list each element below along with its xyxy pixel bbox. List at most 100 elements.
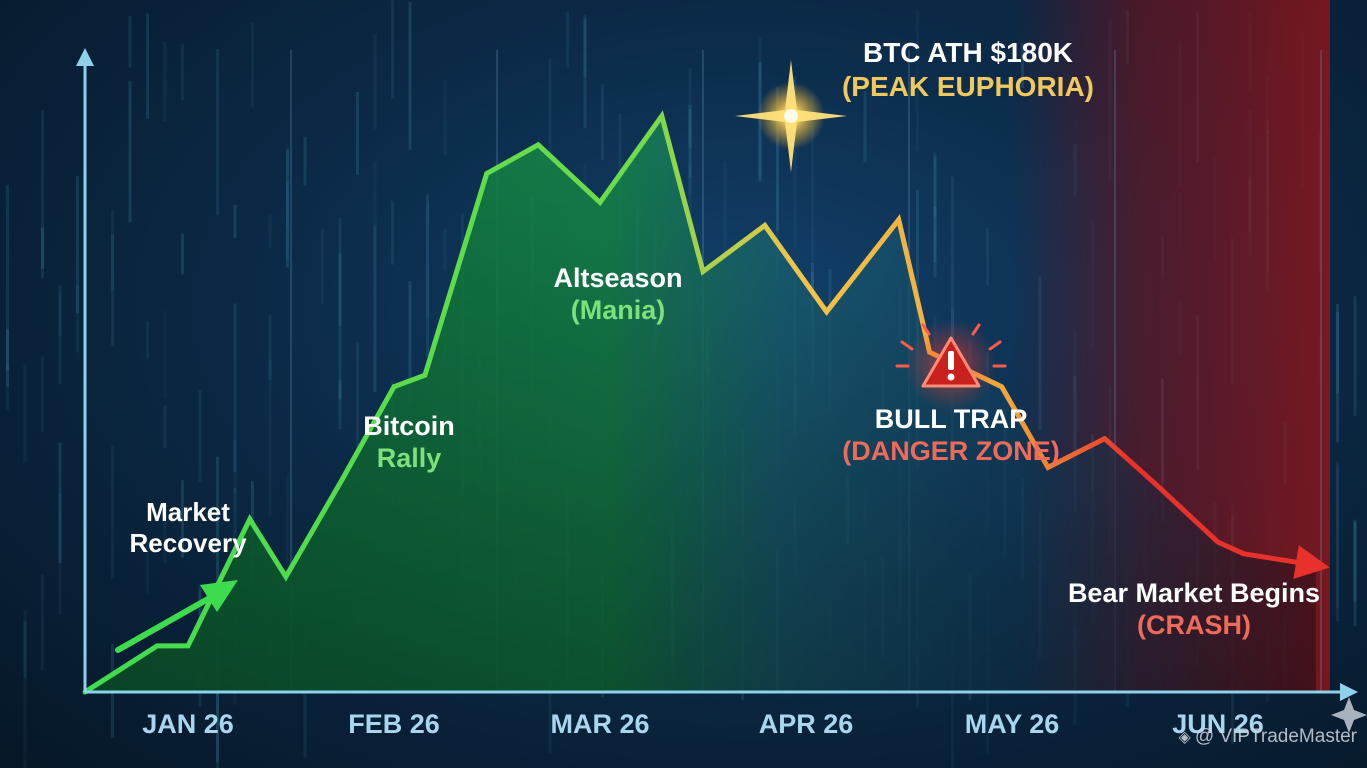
annotation-line2: Rally xyxy=(376,443,442,474)
matrix-streak xyxy=(146,321,149,359)
matrix-streak xyxy=(41,355,44,432)
matrix-streak xyxy=(338,380,342,429)
matrix-streak xyxy=(251,22,254,108)
x-tick-label: FEB 26 xyxy=(348,709,440,739)
peak-star-icon xyxy=(735,60,847,172)
annotation-line1: BULL TRAP xyxy=(874,404,1028,434)
matrix-streak xyxy=(338,218,342,327)
matrix-streak xyxy=(776,86,779,232)
data-point xyxy=(824,309,829,314)
matrix-streak xyxy=(163,310,167,399)
matrix-streak xyxy=(1336,311,1339,394)
matrix-streak xyxy=(111,233,114,346)
matrix-streak xyxy=(373,225,377,393)
annotation-line2: Recovery xyxy=(129,528,247,559)
matrix-streak xyxy=(1353,519,1357,627)
matrix-streak xyxy=(1336,467,1339,609)
matrix-streak xyxy=(723,161,727,259)
watermark: ◈ @ VIPTradeMaster xyxy=(1179,726,1358,748)
matrix-streak xyxy=(688,108,692,178)
matrix-streak xyxy=(408,1,412,150)
matrix-streak xyxy=(916,189,919,353)
matrix-streak xyxy=(1353,296,1357,416)
matrix-streak xyxy=(6,184,9,325)
annotation-altseason: Altseason (Mania) xyxy=(528,262,708,327)
recovery-arrow-icon xyxy=(115,580,238,653)
diamond-logo-icon: ◈ xyxy=(1178,729,1191,746)
annotation-line1: BTC ATH $180K xyxy=(862,37,1074,68)
matrix-streak xyxy=(1353,522,1357,602)
matrix-streak xyxy=(58,493,62,615)
data-point xyxy=(155,643,160,648)
matrix-streak xyxy=(23,610,27,768)
matrix-streak xyxy=(688,104,692,149)
matrix-streak xyxy=(286,473,289,623)
annotation-line2: (Mania) xyxy=(570,295,666,326)
matrix-streak xyxy=(128,15,132,68)
matrix-streak xyxy=(951,636,954,768)
data-point xyxy=(762,223,767,228)
watermark-text: @ VIPTradeMaster xyxy=(1194,726,1357,747)
matrix-streak xyxy=(6,364,9,411)
annotation-btc-ath: BTC ATH $180K (PEAK EUPHORIA) xyxy=(833,36,1103,103)
annotation-line2: (CRASH) xyxy=(1137,610,1251,641)
crash-arrow-icon xyxy=(1293,545,1330,579)
matrix-streak xyxy=(111,445,114,580)
matrix-streak xyxy=(146,539,149,594)
matrix-streak xyxy=(793,132,797,250)
annotation-line1: Altseason xyxy=(553,263,683,293)
matrix-streak xyxy=(461,213,464,260)
matrix-streak xyxy=(688,68,692,195)
matrix-streak xyxy=(566,11,569,68)
matrix-streak xyxy=(58,442,62,564)
matrix-streak xyxy=(373,34,377,129)
annotation-line2: (DANGER ZONE) xyxy=(842,436,1060,467)
y-axis xyxy=(76,48,94,692)
annotation-bear-market: Bear Market Begins (CRASH) xyxy=(1060,577,1328,642)
matrix-streak xyxy=(163,41,167,122)
matrix-streak xyxy=(286,145,289,230)
matrix-streak xyxy=(933,156,937,263)
matrix-streak xyxy=(58,292,62,336)
data-point xyxy=(1154,482,1159,487)
annotation-line1: Bear Market Begins xyxy=(1067,578,1321,608)
data-point xyxy=(340,476,345,481)
matrix-streak xyxy=(373,161,377,226)
matrix-streak xyxy=(1336,461,1339,622)
x-tick-label: JAN 26 xyxy=(142,709,234,739)
matrix-streak xyxy=(41,227,44,269)
matrix-streak xyxy=(181,233,184,275)
matrix-streak xyxy=(356,91,359,175)
data-point xyxy=(659,114,664,119)
matrix-streak xyxy=(1336,303,1339,443)
matrix-streak xyxy=(548,58,552,162)
data-point xyxy=(1102,436,1107,441)
matrix-streak xyxy=(76,175,79,314)
matrix-streak xyxy=(426,194,429,358)
data-point xyxy=(999,384,1004,389)
matrix-streak xyxy=(811,94,814,261)
matrix-streak xyxy=(688,162,692,227)
data-point xyxy=(896,217,901,222)
x-tick-label: JUN 26 xyxy=(1172,709,1264,739)
matrix-streak xyxy=(916,9,919,151)
matrix-streak xyxy=(41,574,44,671)
annotation-market-recovery: Market Recovery xyxy=(118,497,258,559)
matrix-streak xyxy=(76,285,79,353)
matrix-streak xyxy=(338,253,342,400)
matrix-streak xyxy=(268,315,272,381)
price-line xyxy=(82,110,1319,695)
matrix-streak xyxy=(986,227,989,286)
data-point xyxy=(1216,540,1221,545)
matrix-streak xyxy=(146,13,149,119)
x-axis xyxy=(85,683,1358,701)
matrix-streak xyxy=(408,281,412,405)
matrix-streak xyxy=(58,284,62,385)
annotation-bitcoin-rally: Bitcoin Rally xyxy=(339,410,479,475)
matrix-streak xyxy=(443,79,447,155)
matrix-streak xyxy=(251,480,254,554)
matrix-streak xyxy=(163,405,167,448)
annotation-line2: (PEAK EUPHORIA) xyxy=(841,70,1094,102)
